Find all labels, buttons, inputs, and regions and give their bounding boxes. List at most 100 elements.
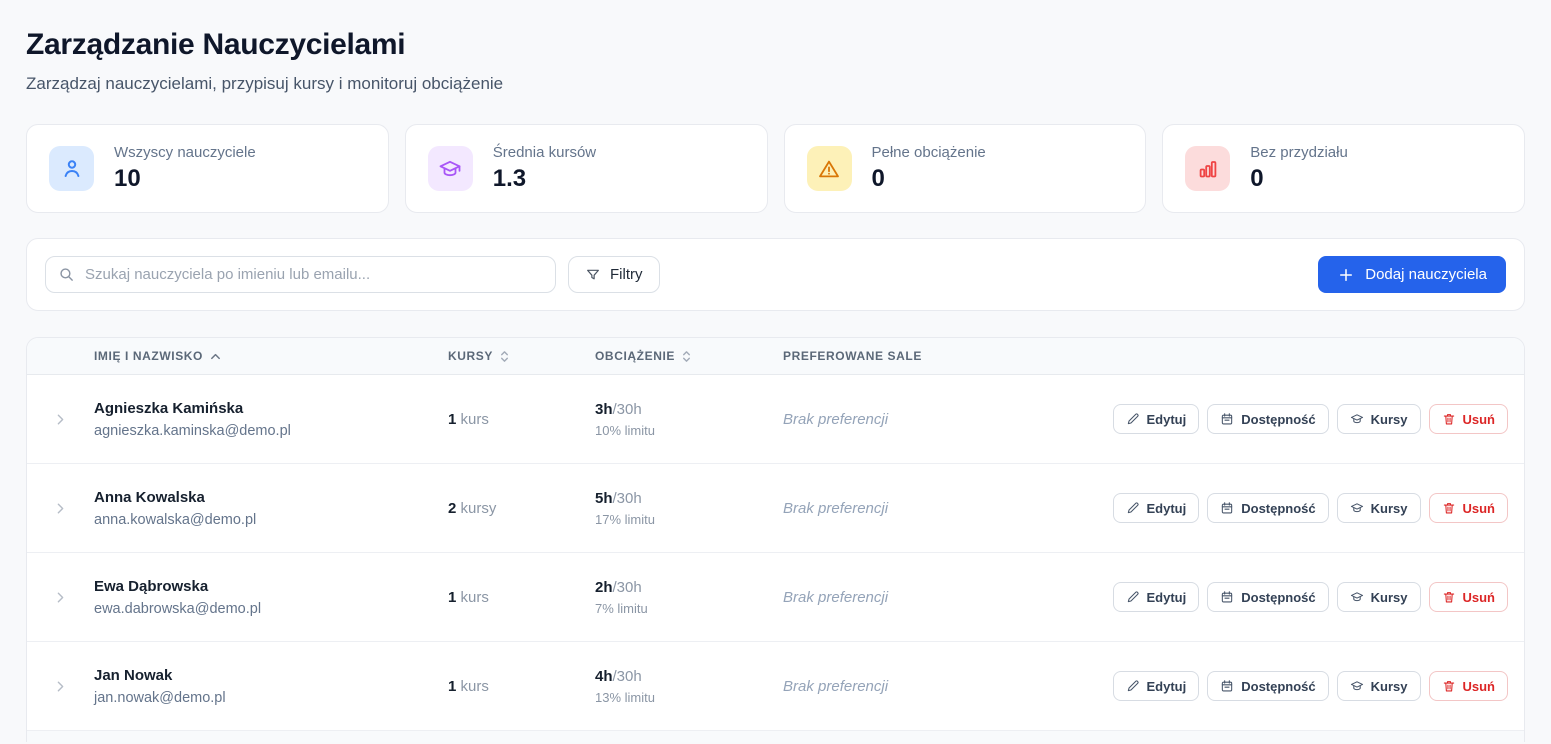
calendar-icon (1222, 413, 1233, 425)
column-header-courses[interactable]: KURSY (448, 349, 595, 364)
trash-icon (1443, 592, 1454, 603)
table-row: Anna Kowalska anna.kowalska@demo.pl 2 ku… (27, 464, 1524, 553)
teacher-courses: 1 kurs (448, 410, 489, 428)
teacher-room-preference: Brak preferencji (783, 499, 889, 517)
pencil-icon (1127, 591, 1139, 603)
add-teacher-label: Dodaj nauczyciela (1365, 266, 1487, 283)
trash-icon (1443, 414, 1454, 425)
stat-label: Pełne obciążenie (871, 144, 986, 161)
edit-button[interactable]: Edytuj (1112, 404, 1200, 434)
teacher-name: Agnieszka Kamińska (94, 399, 244, 417)
teacher-name: Ewa Dąbrowska (94, 577, 209, 595)
bar-chart-icon (1185, 146, 1231, 191)
table-row: Jan Nowak jan.nowak@demo.pl 1 kurs 4h/30… (27, 642, 1524, 731)
availability-button[interactable]: Dostępność (1207, 404, 1329, 434)
stat-value: 10 (114, 165, 141, 192)
edit-button[interactable]: Edytuj (1112, 493, 1200, 523)
graduation-cap-icon (1350, 503, 1363, 513)
load-percent: 7% limitu (595, 600, 648, 616)
availability-button[interactable]: Dostępność (1207, 582, 1329, 612)
stat-card-all-teachers: Wszyscy nauczyciele 10 (26, 124, 389, 213)
teacher-room-preference: Brak preferencji (783, 588, 889, 606)
column-header-name[interactable]: IMIĘ I NAZWISKO (94, 349, 448, 363)
graduation-cap-icon (1350, 592, 1363, 602)
stat-card-unassigned: Bez przydziału 0 (1162, 124, 1525, 213)
filters-button[interactable]: Filtry (568, 256, 660, 293)
teacher-room-preference: Brak preferencji (783, 410, 889, 428)
delete-button[interactable]: Usuń (1428, 404, 1508, 434)
trash-icon (1443, 681, 1454, 692)
warning-icon (806, 146, 852, 191)
expand-row-button[interactable] (49, 496, 73, 520)
calendar-icon (1222, 680, 1233, 692)
edit-button[interactable]: Edytuj (1112, 582, 1200, 612)
stat-card-average-courses: Średnia kursów 1.3 (404, 124, 768, 213)
teacher-name: Anna Kowalska (94, 488, 205, 506)
teacher-courses: 2 kursy (448, 499, 497, 517)
chevron-right-icon (57, 681, 64, 691)
availability-button[interactable]: Dostępność (1207, 493, 1329, 523)
filter-icon (587, 269, 599, 279)
sort-icon (501, 350, 508, 362)
delete-button[interactable]: Usuń (1428, 582, 1508, 612)
teacher-email: anna.kowalska@demo.pl (94, 511, 257, 528)
teacher-email: agnieszka.kaminska@demo.pl (94, 422, 291, 439)
teacher-load: 2h/30h 7% limitu (595, 579, 783, 616)
expand-row-button[interactable] (49, 585, 73, 609)
table-header-row: IMIĘ I NAZWISKO KURSY OBCIĄŻENIE PREFERO… (27, 338, 1524, 375)
stat-label: Wszyscy nauczyciele (114, 144, 256, 161)
sort-icon (683, 350, 690, 362)
stat-label: Średnia kursów (492, 144, 597, 161)
stat-value: 0 (1250, 165, 1264, 192)
search-box (45, 256, 556, 293)
graduation-cap-icon (1350, 414, 1363, 424)
availability-button[interactable]: Dostępność (1207, 671, 1329, 701)
courses-button[interactable]: Kursy (1336, 671, 1421, 701)
teacher-name: Jan Nowak (94, 666, 173, 684)
add-teacher-button[interactable]: Dodaj nauczyciela (1318, 256, 1506, 293)
expand-row-button[interactable] (49, 407, 73, 431)
teacher-load: 5h/30h 17% limitu (595, 490, 783, 527)
search-input[interactable] (45, 256, 556, 293)
pencil-icon (1127, 502, 1139, 514)
table-row: Agnieszka Kamińska agnieszka.kaminska@de… (27, 375, 1524, 464)
teachers-table: IMIĘ I NAZWISKO KURSY OBCIĄŻENIE PREFERO… (26, 337, 1525, 742)
graduation-cap-icon (427, 146, 473, 191)
filters-label: Filtry (610, 266, 643, 283)
calendar-icon (1222, 591, 1233, 603)
column-header-load[interactable]: OBCIĄŻENIE (595, 349, 783, 364)
row-actions: Edytuj Dostępność Kursy Usuń (1112, 671, 1525, 701)
plus-icon (1340, 268, 1353, 281)
courses-button[interactable]: Kursy (1336, 404, 1421, 434)
stat-label: Bez przydziału (1250, 144, 1348, 161)
table-row-partial (27, 731, 1524, 742)
edit-button[interactable]: Edytuj (1112, 671, 1200, 701)
stats-row: Wszyscy nauczyciele 10 Średnia kursów 1.… (26, 124, 1525, 213)
column-header-rooms: PREFEROWANE SALE (783, 349, 922, 363)
delete-button[interactable]: Usuń (1428, 493, 1508, 523)
delete-button[interactable]: Usuń (1428, 671, 1508, 701)
user-icon (49, 146, 94, 191)
stat-card-full-load: Pełne obciążenie 0 (783, 124, 1147, 213)
chevron-right-icon (57, 503, 64, 513)
teacher-courses: 1 kurs (448, 588, 489, 606)
row-actions: Edytuj Dostępność Kursy Usuń (1112, 582, 1525, 612)
stat-value: 1.3 (492, 165, 527, 192)
expand-row-button[interactable] (49, 674, 73, 698)
row-actions: Edytuj Dostępność Kursy Usuń (1112, 404, 1525, 434)
courses-button[interactable]: Kursy (1336, 493, 1421, 523)
row-actions: Edytuj Dostępność Kursy Usuń (1112, 493, 1525, 523)
table-row: Ewa Dąbrowska ewa.dabrowska@demo.pl 1 ku… (27, 553, 1524, 642)
trash-icon (1443, 503, 1454, 514)
page-title: Zarządzanie Nauczycielami (26, 28, 406, 61)
chevron-right-icon (57, 414, 64, 424)
sort-ascending-icon (211, 353, 220, 359)
teacher-email: ewa.dabrowska@demo.pl (94, 600, 262, 617)
courses-button[interactable]: Kursy (1336, 582, 1421, 612)
page-subtitle: Zarządzaj nauczycielami, przypisuj kursy… (26, 74, 504, 93)
teacher-load: 3h/30h 10% limitu (595, 401, 783, 438)
graduation-cap-icon (1350, 681, 1363, 691)
teacher-load: 4h/30h 13% limitu (595, 668, 783, 705)
pencil-icon (1127, 413, 1139, 425)
